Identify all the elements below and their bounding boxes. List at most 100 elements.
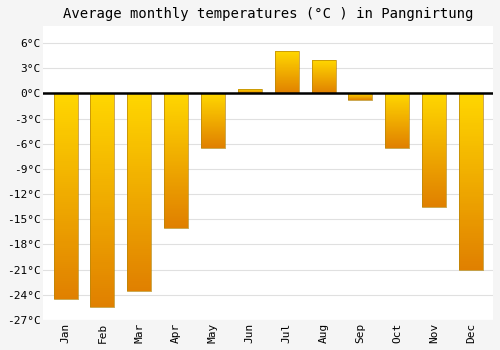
Bar [54, 100, 78, 101]
Bar [164, 179, 188, 181]
Bar [90, 93, 114, 307]
Bar [90, 293, 114, 295]
Bar [422, 149, 446, 150]
Bar [128, 109, 152, 111]
Bar [128, 135, 152, 137]
Bar [274, 55, 298, 56]
Bar [164, 136, 188, 138]
Bar [128, 210, 152, 212]
Bar [459, 153, 483, 155]
Bar [459, 194, 483, 196]
Bar [201, 105, 225, 106]
Bar [459, 208, 483, 210]
Bar [164, 124, 188, 126]
Bar [90, 149, 114, 151]
Bar [54, 151, 78, 153]
Bar [201, 99, 225, 100]
Bar [386, 113, 409, 114]
Bar [128, 198, 152, 200]
Title: Average monthly temperatures (°C ) in Pangnirtung: Average monthly temperatures (°C ) in Pa… [63, 7, 474, 21]
Bar [274, 56, 298, 57]
Bar [90, 278, 114, 280]
Bar [386, 105, 409, 106]
Bar [54, 233, 78, 235]
Bar [90, 286, 114, 288]
Bar [54, 114, 78, 116]
Bar [201, 129, 225, 130]
Bar [422, 182, 446, 183]
Bar [164, 175, 188, 177]
Bar [90, 124, 114, 126]
Bar [128, 186, 152, 188]
Bar [348, 93, 372, 100]
Bar [90, 130, 114, 132]
Bar [54, 223, 78, 225]
Bar [54, 289, 78, 291]
Bar [164, 190, 188, 191]
Bar [54, 141, 78, 143]
Bar [201, 146, 225, 147]
Bar [164, 128, 188, 130]
Bar [274, 84, 298, 85]
Bar [164, 162, 188, 163]
Bar [128, 176, 152, 178]
Bar [164, 123, 188, 124]
Bar [422, 93, 446, 207]
Bar [201, 94, 225, 95]
Bar [90, 198, 114, 201]
Bar [164, 201, 188, 202]
Bar [422, 200, 446, 201]
Bar [164, 206, 188, 208]
Bar [54, 155, 78, 157]
Bar [54, 229, 78, 231]
Bar [54, 134, 78, 136]
Bar [422, 110, 446, 112]
Bar [201, 106, 225, 107]
Bar [54, 287, 78, 289]
Bar [201, 147, 225, 148]
Bar [422, 201, 446, 202]
Bar [201, 137, 225, 138]
Bar [90, 273, 114, 275]
Bar [422, 186, 446, 188]
Bar [54, 106, 78, 108]
Bar [128, 230, 152, 231]
Bar [386, 144, 409, 145]
Bar [422, 194, 446, 195]
Bar [201, 128, 225, 129]
Bar [386, 142, 409, 143]
Bar [274, 51, 298, 93]
Bar [164, 182, 188, 183]
Bar [422, 191, 446, 192]
Bar [422, 93, 446, 94]
Bar [128, 117, 152, 119]
Bar [90, 183, 114, 186]
Bar [201, 141, 225, 142]
Bar [54, 239, 78, 241]
Bar [422, 136, 446, 138]
Bar [201, 124, 225, 125]
Bar [386, 111, 409, 112]
Bar [422, 100, 446, 102]
Bar [459, 121, 483, 124]
Bar [90, 168, 114, 170]
Bar [90, 226, 114, 228]
Bar [128, 285, 152, 287]
Bar [422, 121, 446, 122]
Bar [164, 112, 188, 113]
Bar [54, 215, 78, 217]
Bar [459, 218, 483, 220]
Bar [128, 123, 152, 125]
Bar [128, 283, 152, 285]
Bar [201, 95, 225, 96]
Bar [386, 112, 409, 113]
Bar [422, 133, 446, 134]
Bar [164, 170, 188, 171]
Bar [90, 209, 114, 211]
Bar [459, 146, 483, 148]
Bar [54, 110, 78, 112]
Bar [128, 200, 152, 202]
Bar [90, 241, 114, 243]
Bar [90, 170, 114, 173]
Bar [54, 221, 78, 223]
